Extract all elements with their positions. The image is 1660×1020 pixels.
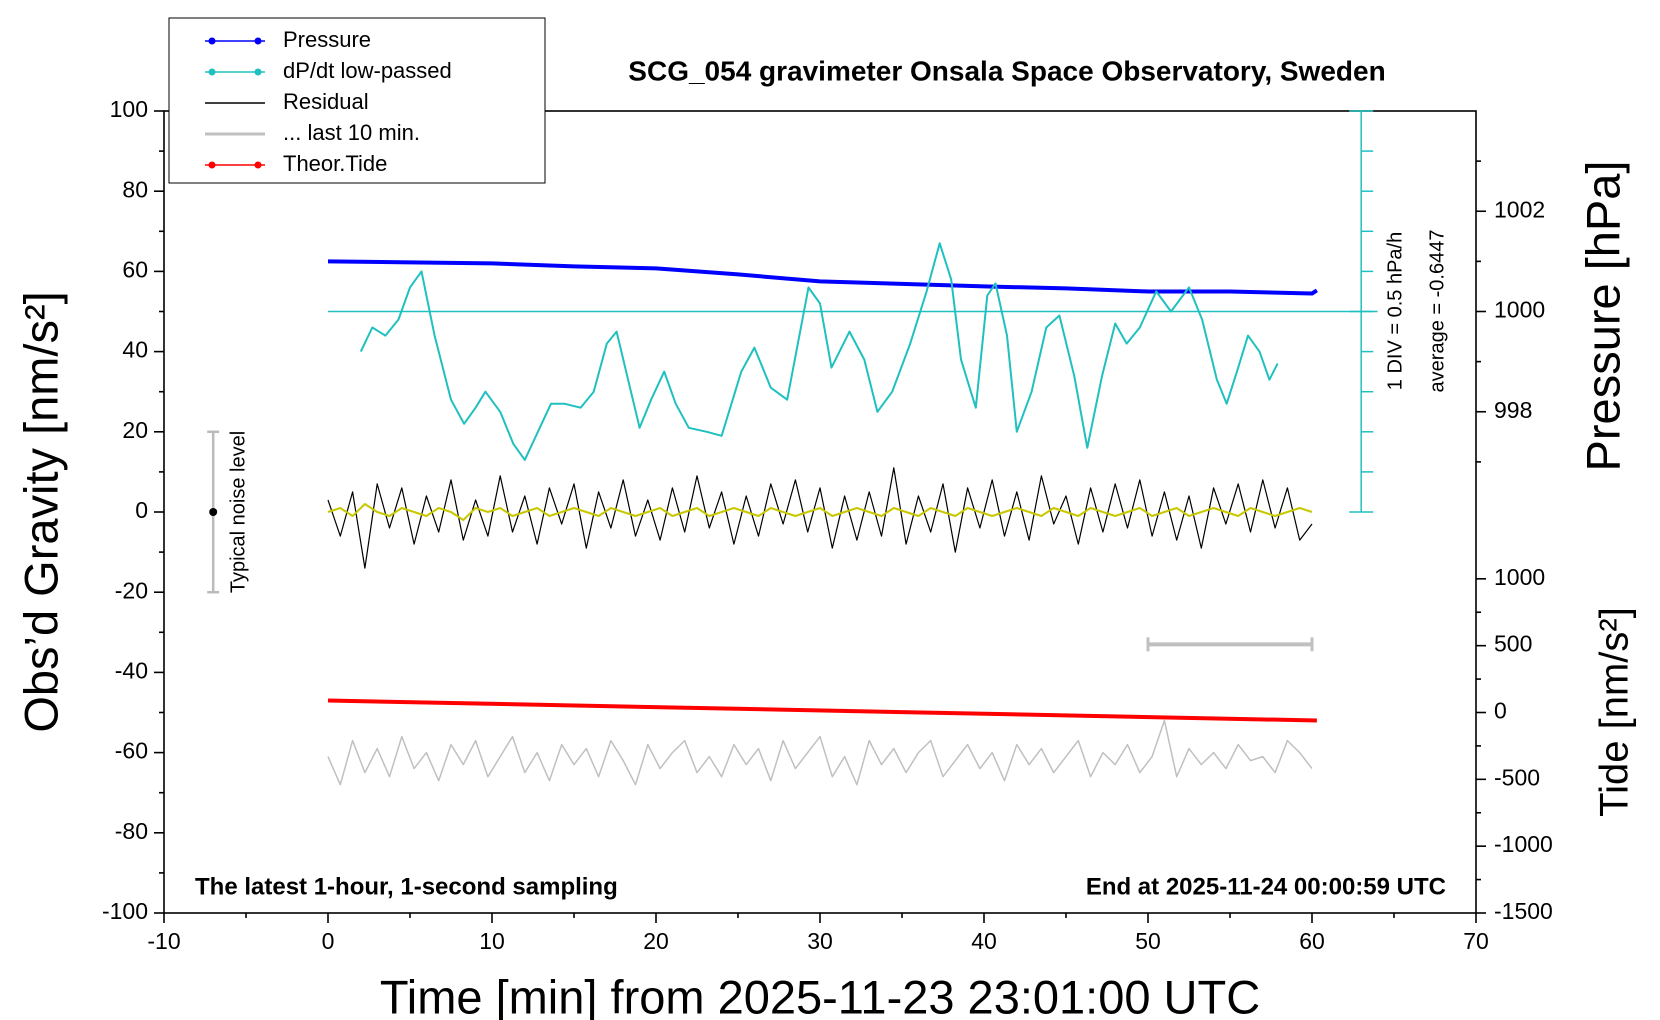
y-tick-label: -80 <box>115 818 148 844</box>
series-line <box>359 242 1279 461</box>
legend-marker <box>208 68 216 76</box>
legend-marker <box>254 161 262 169</box>
legend-label: Pressure <box>283 27 371 52</box>
y3-tick-label: 1000 <box>1494 564 1545 590</box>
y3-tick-label: 0 <box>1494 698 1507 724</box>
series-line <box>327 719 1313 786</box>
y-tick-label: 100 <box>110 96 148 122</box>
x-tick-label: 30 <box>807 928 833 954</box>
y3-tick-label: 500 <box>1494 631 1532 657</box>
y3-axis-label: Tide [nm/s²] <box>1593 607 1637 817</box>
x-tick-label: 20 <box>643 928 669 954</box>
y-tick-label: 80 <box>122 176 148 202</box>
legend-label: ... last 10 min. <box>283 120 420 145</box>
y2-axis-label: Pressure [hPa] <box>1576 161 1629 472</box>
x-tick-label: 50 <box>1135 928 1161 954</box>
legend-label: Residual <box>283 89 369 114</box>
y-axis-label: Obs’d Gravity [nm/s²] <box>14 291 67 732</box>
y3-tick-label: -500 <box>1494 764 1540 790</box>
legend-label: Theor.Tide <box>283 151 387 176</box>
annotation: The latest 1-hour, 1-second sampling <box>195 873 618 900</box>
y-tick-label: -20 <box>115 577 148 603</box>
y2-tick-label: 1002 <box>1494 196 1545 222</box>
y3-tick-label: -1000 <box>1494 831 1553 857</box>
annotation: 1 DIV = 0.5 hPa/h <box>1384 232 1406 390</box>
x-tick-label: -10 <box>147 928 180 954</box>
y-tick-label: -40 <box>115 657 148 683</box>
y-tick-label: 60 <box>122 256 148 282</box>
y2-tick-label: 998 <box>1494 397 1532 423</box>
legend: Pressure dP/dt low-passed Residual ... last… <box>168 17 546 184</box>
y-tick-label: -100 <box>102 898 148 924</box>
series-line <box>327 259 1318 296</box>
y-tick-label: -60 <box>115 738 148 764</box>
legend-marker <box>254 37 262 45</box>
legend-box <box>168 17 546 184</box>
y3-tick-label: -1500 <box>1494 898 1553 924</box>
series-line <box>327 503 1313 521</box>
series-line <box>327 698 1317 723</box>
x-tick-label: 0 <box>322 928 335 954</box>
x-tick-label: 10 <box>479 928 505 954</box>
x-tick-label: 60 <box>1299 928 1325 954</box>
y-tick-label: 20 <box>122 417 148 443</box>
x-axis-label: Time [min] from 2025-11-23 23:01:00 UTC <box>380 970 1260 1020</box>
legend-marker <box>208 37 216 45</box>
x-tick-label: 70 <box>1463 928 1489 954</box>
legend-marker <box>254 68 262 76</box>
noise-label: Typical noise level <box>227 431 249 593</box>
y2-tick-label: 1000 <box>1494 297 1545 323</box>
chart-title: SCG_054 gravimeter Onsala Space Observat… <box>628 55 1385 86</box>
plot-frame <box>163 110 1477 914</box>
legend-label: dP/dt low-passed <box>283 58 452 83</box>
x-tick-label: 40 <box>971 928 997 954</box>
y-tick-label: 40 <box>122 337 148 363</box>
annotation: End at 2025-11-24 00:00:59 UTC <box>1086 873 1446 900</box>
noise-point <box>209 508 218 516</box>
series-line <box>327 467 1313 569</box>
y-tick-label: 0 <box>135 497 148 523</box>
annotation: average = -0.6447 <box>1426 230 1448 393</box>
legend-marker <box>208 161 216 169</box>
